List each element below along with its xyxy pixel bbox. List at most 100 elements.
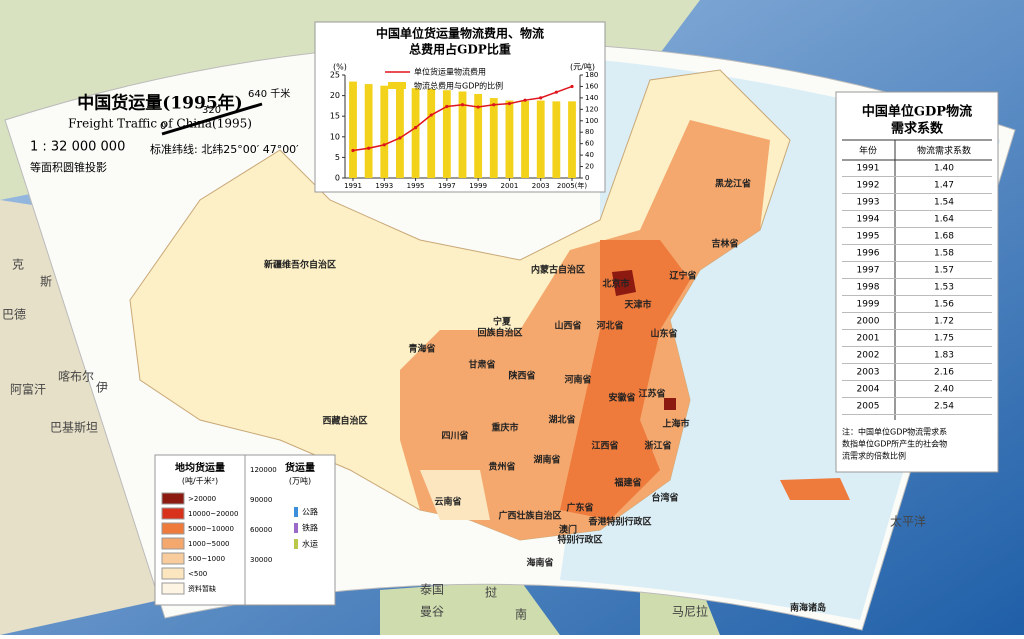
cost-point [476, 105, 480, 109]
place-label: 巴德 [2, 307, 26, 322]
cost-point [367, 146, 371, 150]
province-label: 甘肃省 [468, 359, 495, 371]
legend-label: 物流总费用与GDP的比例 [414, 81, 503, 91]
province-label: 安徽省 [608, 392, 635, 404]
table-cell: 1995 [857, 232, 880, 242]
shanghai [664, 398, 676, 410]
map-title: 中国货运量(1995年) [77, 93, 242, 114]
y2-tick-label: 80 [585, 128, 594, 136]
legend-label: >20000 [188, 495, 216, 503]
province-label: 福建省 [613, 477, 641, 489]
parallels: 标准纬线: 北纬25°00′ 47°00′ [150, 142, 299, 156]
cost-point [351, 148, 355, 153]
province-label: 澳门 [559, 524, 577, 536]
legend-frame [244, 454, 336, 606]
y2-tick-label: 0 [585, 174, 589, 182]
table-cell: 1.72 [934, 317, 954, 327]
cost-point [398, 136, 402, 140]
table-cell: 1992 [857, 181, 880, 191]
x-tick-label: 1991 [344, 182, 362, 190]
bar [364, 84, 373, 178]
province-label: 回族自治区 [477, 327, 522, 339]
y-tick-label: 0 [335, 174, 340, 183]
province-label: 特别行政区 [557, 534, 602, 546]
scale-bar [161, 102, 263, 136]
legend-label: 10000~20000 [188, 510, 238, 518]
y2-tick-label: 20 [585, 163, 594, 171]
table-cell: 2003 [857, 368, 880, 378]
scale-tick: 0 [160, 121, 166, 132]
legend-swatch [161, 522, 185, 535]
x-tick-label: 1995 [407, 182, 425, 190]
table-title: 中国单位GDP物流 [862, 104, 972, 120]
province-label: 天津市 [624, 299, 651, 311]
china-coast [560, 240, 690, 520]
projection: 等面积圆锥投影 [30, 160, 107, 174]
cost-point [382, 143, 386, 147]
bar [521, 100, 529, 178]
y-tick-label: 15 [330, 112, 340, 121]
table-cell: 2000 [857, 317, 880, 327]
y2-tick-label: 180 [585, 71, 598, 79]
province-label: 新疆维吾尔自治区 [264, 259, 336, 271]
bar [568, 101, 576, 178]
legend-label: 5000~10000 [188, 525, 234, 533]
place-label: 斯 [40, 275, 52, 289]
table-cell: 1.57 [934, 266, 954, 276]
y2-unit: (元/吨) [570, 62, 595, 72]
province-label: 海南省 [526, 557, 553, 569]
table-cell: 2001 [857, 334, 880, 344]
y-tick-label: 10 [330, 132, 340, 141]
province-label: 北京市 [602, 278, 629, 290]
y2-tick-label: 40 [585, 151, 594, 159]
table-cell: 1991 [857, 164, 880, 174]
scale-tick: 320 [202, 105, 221, 116]
province-label: 浙江省 [644, 440, 671, 452]
legend-label: 铁路 [302, 523, 318, 533]
province-label: 广西壮族自治区 [498, 510, 561, 522]
table-cell: 1.83 [934, 351, 954, 361]
table-cell: 2004 [857, 385, 880, 395]
province-label: 云南省 [434, 496, 461, 508]
background-labels: 克 斯 巴德 喀布尔 阿富汗 伊 巴基斯坦 太平洋 泰国 曼谷 挝 南 马尼拉 [2, 258, 926, 622]
table-note: 流需求的倍数比例 [842, 451, 906, 461]
density-legend: 地均货运量 (吨/千米²) >20000 10000~20000 5000~10000 1… [154, 454, 246, 606]
table-cell: 1.53 [934, 283, 954, 293]
table-cell: 2.16 [934, 368, 954, 378]
y2-tick-label: 140 [585, 94, 598, 102]
table-cell: 1996 [857, 249, 880, 259]
table-cell: 1.47 [934, 181, 954, 191]
bar [380, 85, 389, 178]
table-cell: 1.64 [934, 215, 954, 225]
table-cell: 1.68 [934, 232, 954, 242]
province-label: 陕西省 [508, 370, 535, 382]
legend-swatch [294, 507, 298, 517]
province-label: 上海市 [662, 418, 689, 430]
province-label: 山西省 [554, 320, 581, 332]
y-tick-label: 20 [330, 91, 340, 100]
cost-point [539, 96, 543, 100]
x-tick-label: 1999 [469, 182, 487, 190]
table-cell: 2.40 [934, 385, 954, 395]
legend-swatch [161, 567, 185, 580]
cost-point [507, 102, 512, 106]
legend-title: 地均货运量 [175, 461, 225, 474]
inset-title: 中国单位货运量物流费用、物流 [376, 26, 544, 41]
province-labels: 新疆维吾尔自治区 内蒙古自治区 黑龙江省 吉林省 辽宁省 北京市 天津市 河北省… [264, 178, 826, 614]
header: 中国货运量(1995年) Freight Traffic of China(19… [30, 87, 299, 174]
legend-unit: (万吨) [289, 476, 311, 486]
province-label: 西藏自治区 [322, 415, 367, 427]
province-label: 宁夏 [493, 316, 512, 328]
table-cell: 1993 [857, 198, 880, 208]
scale-tick: 640 千米 [248, 87, 290, 100]
province-label: 黑龙江省 [715, 178, 751, 190]
x-tick-label: 2005(年) [557, 181, 588, 190]
place-label: 克 [12, 258, 24, 272]
province-label: 吉林省 [711, 238, 738, 250]
table-note: 数指单位GDP所产生的社会物 [842, 439, 947, 449]
legend-label: <500 [188, 570, 207, 578]
bar [474, 93, 483, 178]
cost-point [492, 103, 496, 107]
x-tick-label: 2001 [501, 182, 519, 190]
china-east [400, 120, 770, 540]
